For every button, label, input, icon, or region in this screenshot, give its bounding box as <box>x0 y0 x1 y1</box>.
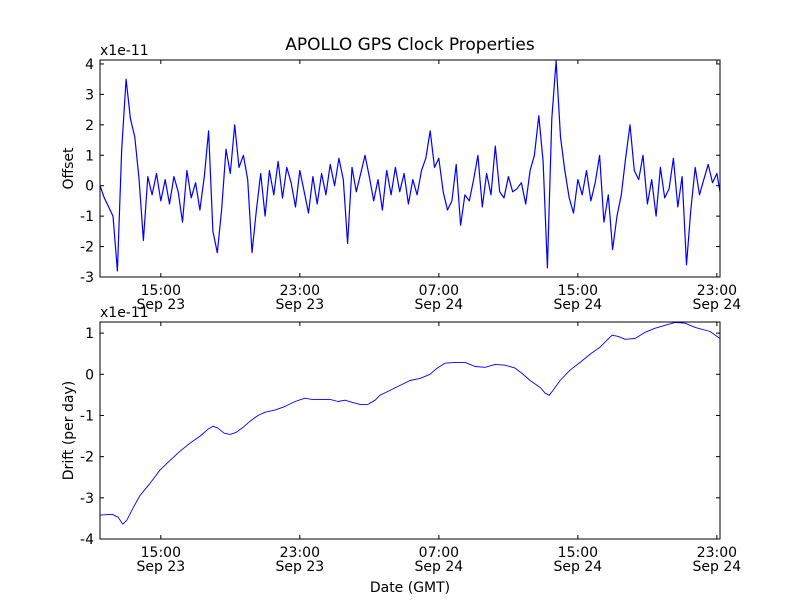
y-tick-label: 0 <box>85 179 94 195</box>
x-tick-label-time: 15:00 <box>141 545 181 561</box>
y-tick-label: -3 <box>80 491 94 507</box>
y-tick-label: -2 <box>80 240 94 256</box>
x-tick-label-time: 23:00 <box>697 283 737 299</box>
y-tick-label: -3 <box>80 270 94 286</box>
x-tick-label-date: Sep 23 <box>136 297 185 313</box>
x-tick-label-time: 15:00 <box>141 283 181 299</box>
x-tick-label-time: 15:00 <box>558 283 598 299</box>
y-tick-label: 1 <box>85 326 94 342</box>
x-tick-label-date: Sep 24 <box>693 559 742 575</box>
drift-series-line <box>100 322 720 525</box>
x-tick-label-time: 07:00 <box>419 545 459 561</box>
chart-title: APOLLO GPS Clock Properties <box>285 35 535 55</box>
offset-offset-text: x1e-11 <box>100 43 149 59</box>
drift-y-axis-label: Drift (per day) <box>61 381 77 480</box>
y-tick-label: 0 <box>85 367 94 383</box>
y-tick-label: -2 <box>80 450 94 466</box>
drift-axes-frame <box>99 321 721 540</box>
x-tick-label-time: 07:00 <box>419 283 459 299</box>
x-tick-label-date: Sep 23 <box>136 559 185 575</box>
x-tick-label-time: 15:00 <box>558 545 598 561</box>
x-axis-label: Date (GMT) <box>370 580 450 596</box>
y-tick-label: -1 <box>80 209 94 225</box>
offset-axes-frame <box>99 59 721 278</box>
x-tick-label-date: Sep 23 <box>276 297 325 313</box>
y-tick-label: 2 <box>85 118 94 134</box>
y-tick-label: 4 <box>85 57 94 73</box>
offset-series-line <box>100 60 720 272</box>
x-tick-label-time: 23:00 <box>280 283 320 299</box>
x-tick-label-date: Sep 24 <box>554 559 603 575</box>
x-tick-label-date: Sep 24 <box>415 559 464 575</box>
x-tick-label-date: Sep 24 <box>693 297 742 313</box>
y-tick-label: 3 <box>85 87 94 103</box>
x-tick-label-date: Sep 24 <box>554 297 603 313</box>
y-tick-label: -1 <box>80 408 94 424</box>
y-tick-label: -4 <box>80 532 94 548</box>
drift-offset-text: x1e-11 <box>100 305 149 321</box>
y-tick-label: 1 <box>85 148 94 164</box>
x-tick-label-time: 23:00 <box>697 545 737 561</box>
x-tick-label-date: Sep 23 <box>276 559 325 575</box>
x-tick-label-date: Sep 24 <box>415 297 464 313</box>
x-tick-label-time: 23:00 <box>280 545 320 561</box>
offset-y-axis-label: Offset <box>61 147 77 190</box>
